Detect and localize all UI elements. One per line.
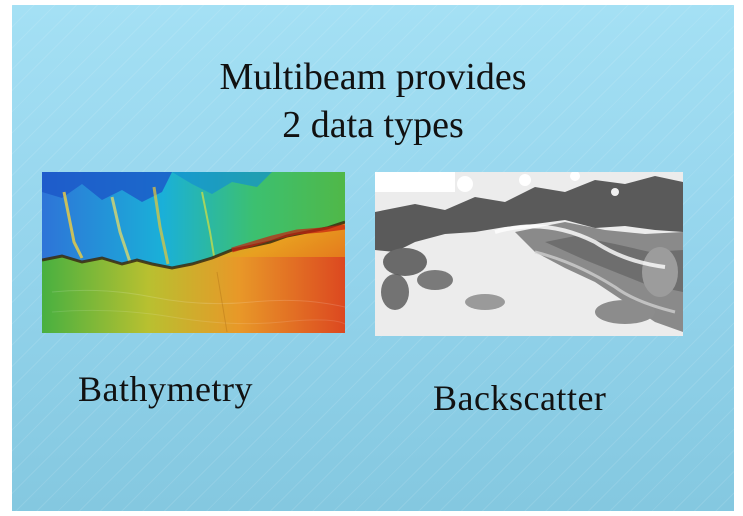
bathymetry-caption: Bathymetry (78, 369, 253, 409)
slide: Multibeam provides 2 data types (12, 5, 734, 511)
slide-title-line-2: 2 data types (282, 104, 464, 146)
backscatter-caption: Backscatter (433, 378, 607, 418)
slide-title-line-1: Multibeam provides (219, 56, 527, 98)
backscatter-image (375, 172, 683, 336)
bathymetry-image (42, 172, 345, 333)
slide-title: Multibeam provides 2 data types (12, 53, 734, 149)
